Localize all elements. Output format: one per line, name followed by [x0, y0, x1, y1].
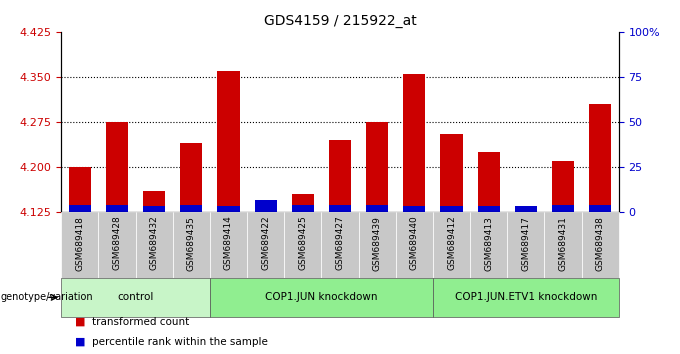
Bar [366, 122, 388, 212]
Bar [218, 71, 239, 212]
Bar [322, 212, 358, 278]
Text: GDS4159 / 215922_at: GDS4159 / 215922_at [264, 14, 416, 28]
Bar [135, 212, 173, 278]
Bar [589, 205, 611, 212]
Bar [433, 212, 470, 278]
Bar [552, 205, 574, 212]
Text: GSM689439: GSM689439 [373, 216, 381, 270]
Bar [292, 205, 314, 212]
Bar [69, 205, 91, 212]
Bar [477, 206, 500, 212]
Text: GSM689418: GSM689418 [75, 216, 84, 270]
Bar [143, 191, 165, 212]
Bar [180, 205, 203, 212]
Text: control: control [118, 292, 154, 302]
Bar [403, 74, 426, 212]
Bar [477, 152, 500, 212]
Text: GSM689413: GSM689413 [484, 216, 493, 270]
Bar [106, 122, 128, 212]
Text: GSM689427: GSM689427 [335, 216, 345, 270]
Bar [433, 278, 619, 317]
Bar [106, 205, 128, 212]
Bar [247, 212, 284, 278]
Bar [143, 206, 165, 212]
Bar [69, 167, 91, 212]
Bar [358, 212, 396, 278]
Text: ■: ■ [75, 337, 85, 347]
Bar [254, 200, 277, 212]
Bar [254, 206, 277, 212]
Text: GSM689438: GSM689438 [596, 216, 605, 270]
Bar [210, 278, 433, 317]
Bar [396, 212, 433, 278]
Text: GSM689440: GSM689440 [410, 216, 419, 270]
Text: COP1.JUN knockdown: COP1.JUN knockdown [265, 292, 377, 302]
Bar [173, 212, 210, 278]
Text: GSM689422: GSM689422 [261, 216, 270, 270]
Text: GSM689435: GSM689435 [187, 216, 196, 270]
Text: ■: ■ [75, 317, 85, 327]
Bar [210, 212, 247, 278]
Bar [61, 278, 210, 317]
Bar [507, 212, 545, 278]
Bar [470, 212, 507, 278]
Text: COP1.JUN.ETV1 knockdown: COP1.JUN.ETV1 knockdown [455, 292, 597, 302]
Bar [515, 206, 537, 212]
Bar [403, 206, 426, 212]
Bar [99, 212, 135, 278]
Bar [515, 206, 537, 212]
Bar [545, 212, 581, 278]
Text: genotype/variation: genotype/variation [1, 292, 93, 302]
Text: GSM689431: GSM689431 [558, 216, 568, 270]
Text: transformed count: transformed count [92, 317, 189, 327]
Bar [284, 212, 322, 278]
Text: GSM689414: GSM689414 [224, 216, 233, 270]
Bar [61, 212, 99, 278]
Text: GSM689428: GSM689428 [112, 216, 122, 270]
Text: GSM689412: GSM689412 [447, 216, 456, 270]
Text: GSM689417: GSM689417 [522, 216, 530, 270]
Bar [329, 205, 351, 212]
Bar [180, 143, 203, 212]
Bar [581, 212, 619, 278]
Bar [366, 205, 388, 212]
Bar [329, 140, 351, 212]
Text: percentile rank within the sample: percentile rank within the sample [92, 337, 268, 347]
Bar [218, 206, 239, 212]
Text: GSM689425: GSM689425 [299, 216, 307, 270]
Bar [441, 134, 462, 212]
Bar [441, 206, 462, 212]
Bar [552, 161, 574, 212]
Bar [292, 194, 314, 212]
Text: GSM689432: GSM689432 [150, 216, 158, 270]
Bar [589, 104, 611, 212]
